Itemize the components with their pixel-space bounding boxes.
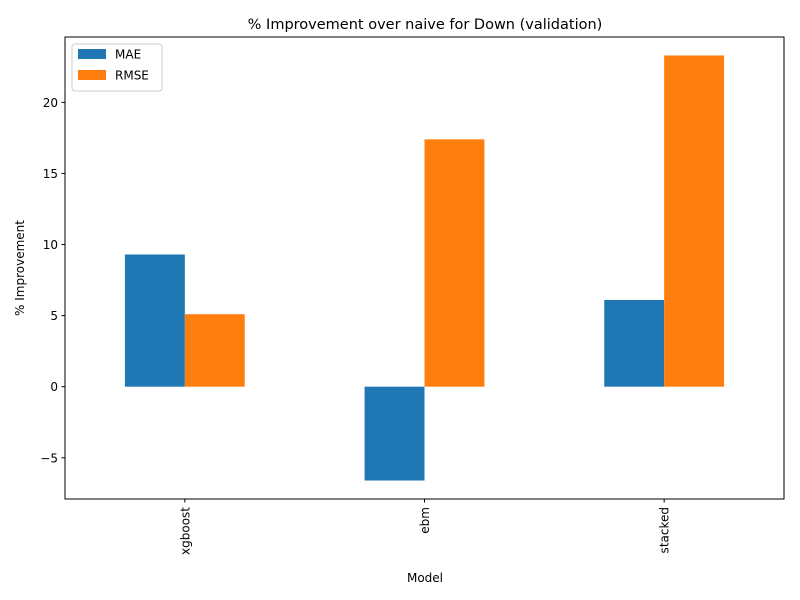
bar-mae-stacked <box>604 299 665 387</box>
x-tick-label-ebm: ebm <box>418 507 432 534</box>
y-tick-label: 15 <box>43 167 58 181</box>
x-axis: xgboost ebm stacked <box>178 499 672 555</box>
legend: MAE RMSE <box>71 43 163 92</box>
chart-title: % Improvement over naive for Down (valid… <box>248 17 603 33</box>
y-tick-label: 10 <box>43 238 58 252</box>
x-tick-label-xgboost: xgboost <box>178 507 192 555</box>
legend-swatch-mae <box>78 49 106 59</box>
bar-mae-xgboost <box>124 254 185 387</box>
y-tick-label: 20 <box>43 96 58 110</box>
y-tick-label: −5 <box>40 451 58 465</box>
x-axis-title: Model <box>407 571 443 585</box>
y-axis: −5 0 5 10 15 20 <box>40 96 65 465</box>
legend-label-rmse: RMSE <box>115 69 149 83</box>
bar-rmse-stacked <box>664 55 725 387</box>
legend-swatch-rmse <box>78 70 106 80</box>
bar-rmse-ebm <box>424 139 485 387</box>
bar-rmse-xgboost <box>184 314 245 387</box>
x-tick-label-stacked: stacked <box>658 507 672 553</box>
bar-mae-ebm <box>364 386 425 481</box>
y-tick-label: 0 <box>50 380 58 394</box>
legend-label-mae: MAE <box>115 48 141 62</box>
y-tick-label: 5 <box>50 309 58 323</box>
plot-area <box>124 55 725 481</box>
y-axis-title: % Improvement <box>13 220 27 316</box>
